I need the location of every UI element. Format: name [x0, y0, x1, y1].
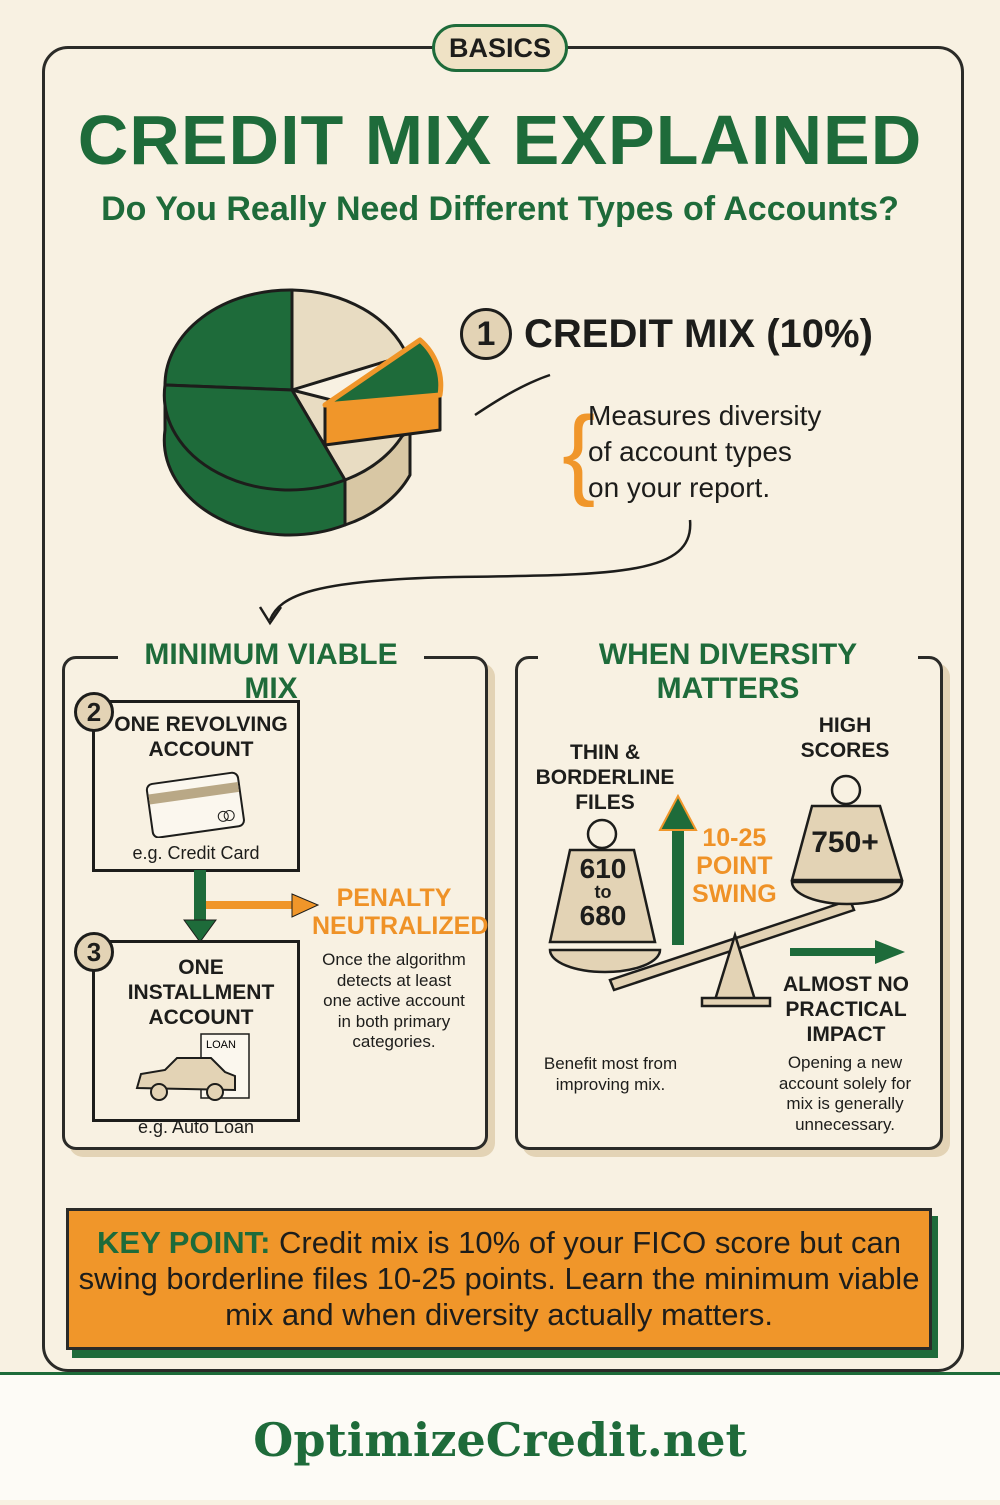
- note-line: unnecessary.: [795, 1114, 895, 1134]
- text-line: one active account: [323, 991, 465, 1010]
- title-line: PENALTY: [336, 884, 452, 912]
- note-line: Opening a new: [787, 1053, 903, 1072]
- swing-line: POINT: [696, 852, 773, 880]
- step-number: 3: [74, 932, 114, 972]
- panel-title: MINIMUM VIABLE MIX: [118, 638, 424, 706]
- example-label: e.g. Credit Card: [132, 843, 260, 863]
- impact-line: PRACTICAL: [785, 998, 907, 1021]
- borderline-weight: 610 to 680: [560, 853, 646, 931]
- label-line: THIN &: [570, 741, 640, 764]
- weight-line: 680: [579, 900, 627, 931]
- note-line: Benefit most from: [543, 1054, 678, 1073]
- car-loan-icon: LOAN: [135, 1033, 250, 1101]
- text-line: detects at least: [336, 970, 452, 990]
- example-label: e.g. Auto Loan: [137, 1117, 255, 1137]
- title-line: ONE INSTALLMENT: [127, 956, 275, 1004]
- desc-line: Measures diversity: [588, 400, 822, 431]
- note-line: account solely for: [778, 1073, 912, 1093]
- page-title: CREDIT MIX EXPLAINED: [77, 101, 923, 179]
- category-badge: BASICS: [432, 24, 568, 72]
- key-point-box: KEY POINT: Credit mix is 10% of your FIC…: [66, 1208, 932, 1350]
- title-line: NEUTRALIZED: [312, 912, 489, 940]
- penalty-neutralized-title: PENALTY NEUTRALIZED: [312, 884, 489, 940]
- no-impact-label: ALMOST NO PRACTICAL IMPACT: [776, 972, 916, 1047]
- footer-brand: OptimizeCredit.net: [0, 1372, 1000, 1500]
- high-scores-label: HIGH SCORES: [790, 713, 900, 763]
- label-line: BORDERLINE: [535, 766, 675, 789]
- pointer-arrow: [474, 373, 551, 417]
- loan-doc-label: LOAN: [206, 1039, 236, 1051]
- desc-line: of account types: [588, 436, 792, 467]
- connector-arrow-icon: [258, 519, 692, 626]
- panel-title: WHEN DIVERSITY MATTERS: [538, 638, 918, 706]
- point-swing-label: 10-25 POINT SWING: [692, 824, 777, 908]
- weight-line: 610: [579, 853, 627, 884]
- note-line: mix is generally: [786, 1094, 904, 1113]
- credit-card-icon: [145, 771, 245, 839]
- high-scores-note: Opening a new account solely for mix is ge…: [765, 1053, 925, 1135]
- label-line: HIGH: [818, 714, 872, 737]
- box-title: ONE REVOLVING ACCOUNT: [95, 712, 297, 762]
- installment-account-box: ONE INSTALLMENT ACCOUNT LOAN e.g. Auto Lo…: [92, 940, 300, 1137]
- thin-files-label: THIN & BORDERLINE FILES: [530, 740, 680, 815]
- note-line: improving mix.: [555, 1075, 666, 1094]
- weight-line: to: [594, 882, 612, 902]
- title-line: ACCOUNT: [148, 1006, 254, 1029]
- section-heading-text: CREDIT MIX (10%): [524, 311, 873, 356]
- key-point-label: KEY POINT:: [97, 1225, 271, 1260]
- key-point-text: Credit mix is 10% of your FICO score but…: [78, 1225, 920, 1332]
- section-description: Measures diversity of account types on y…: [588, 398, 821, 506]
- step-number: 1: [460, 308, 512, 360]
- brace-icon: {: [562, 396, 596, 508]
- desc-line: on your report.: [588, 472, 771, 503]
- title-line: ONE REVOLVING: [114, 713, 288, 736]
- swing-line: 10-25: [702, 824, 767, 852]
- arrows-icon: [183, 870, 320, 943]
- label-line: FILES: [575, 791, 635, 814]
- revolving-account-box: ONE REVOLVING ACCOUNT e.g. Credit Card: [92, 700, 300, 872]
- step-number: 2: [74, 692, 114, 732]
- penalty-description: Once the algorithm detects at least one ac…: [310, 950, 478, 1053]
- page-subtitle: Do You Really Need Different Types of Ac…: [101, 190, 899, 228]
- text-line: categories.: [352, 1032, 436, 1051]
- pie-chart-illustration: [162, 288, 551, 537]
- impact-line: ALMOST NO: [783, 973, 909, 996]
- text-line: in both primary: [337, 1011, 451, 1031]
- balance-scale-icon: [548, 774, 905, 1008]
- swing-line: SWING: [692, 880, 777, 908]
- section-heading: 1 CREDIT MIX (10%): [460, 308, 873, 360]
- thin-files-note: Benefit most from improving mix.: [528, 1053, 693, 1095]
- text-line: Once the algorithm: [322, 950, 466, 969]
- box-title: ONE INSTALLMENT ACCOUNT: [95, 955, 297, 1030]
- title-line: ACCOUNT: [148, 738, 254, 761]
- label-line: SCORES: [800, 739, 890, 762]
- high-score-weight: 750+: [811, 826, 879, 859]
- impact-line: IMPACT: [806, 1023, 886, 1046]
